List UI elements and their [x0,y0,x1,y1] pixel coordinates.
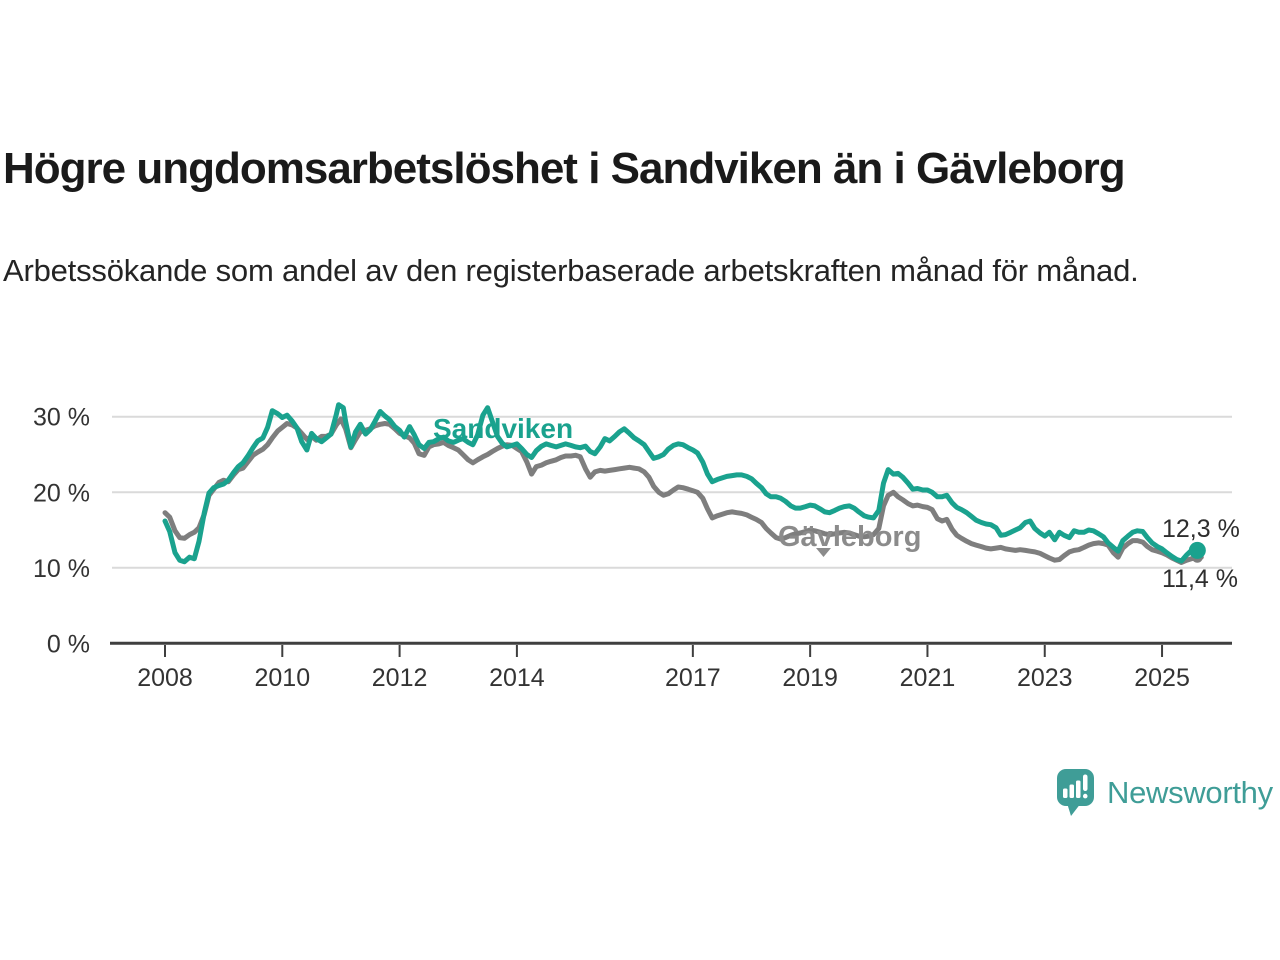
sandviken-series-label: Sandviken [433,413,573,444]
x-tick-label: 2017 [665,664,721,692]
x-tick-label: 2023 [1017,664,1073,692]
x-tick-label: 2025 [1134,664,1190,692]
y-tick-label: 30 % [33,404,90,432]
newsworthy-logo-text: Newsworthy [1107,775,1273,810]
gvleborg-line [162,416,1204,565]
x-tick-label: 2021 [900,664,956,692]
chart-subtitle: Arbetssökande som andel av den registerb… [3,253,1139,288]
page-title: Högre ungdomsarbetslöshet i Sandviken än… [3,144,1126,193]
y-tick-label: 10 % [33,555,90,583]
x-tick-label: 2014 [489,664,545,692]
gavleborg-pointer-icon [816,548,831,557]
y-tick-label: 0 % [47,630,90,658]
y-tick-label: 20 % [33,479,90,507]
newsworthy-logo-icon [1057,769,1094,816]
x-tick-label: 2012 [372,664,428,692]
sandviken-end-dot [1188,541,1206,559]
gavleborg-end-value: 11,4 % [1162,565,1238,593]
newsworthy-brand: Newsworthy [1056,768,1273,818]
x-tick-label: 2010 [254,664,310,692]
gavleborg-series-label: Gävleborg [778,521,921,553]
sandviken-end-value: 12,3 % [1162,515,1240,543]
x-tick-label: 2008 [137,664,193,692]
unemployment-line-chart: 2008 2010 2012 2014 2017 2019 2021 2023 2025 0 % 1… [33,402,1240,692]
x-tick-label: 2019 [782,664,838,692]
sandviken-line [162,402,1204,565]
